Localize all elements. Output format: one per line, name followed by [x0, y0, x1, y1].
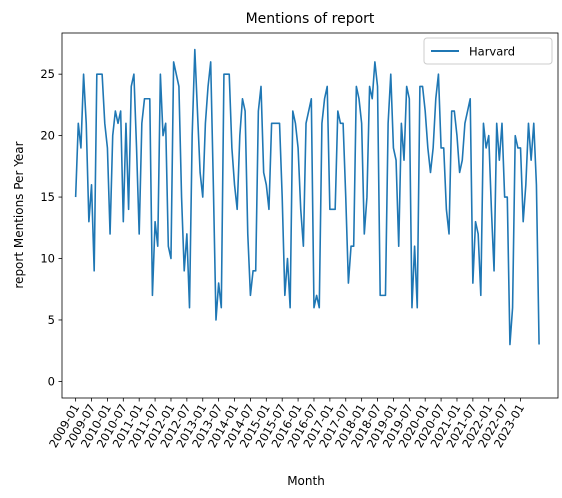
chart-title: Mentions of report [246, 11, 375, 27]
y-tick-label: 5 [48, 313, 55, 327]
x-axis-label: Month [287, 474, 325, 488]
y-tick-label: 20 [40, 129, 55, 143]
legend-label-harvard: Harvard [469, 45, 515, 59]
y-axis: 0 5 10 15 20 25 [40, 67, 62, 388]
series-line-harvard [74, 48, 540, 346]
y-tick-label: 25 [40, 67, 55, 81]
legend: Harvard [423, 37, 553, 65]
x-axis: 2009-012009-072010-012010-072011-012011-… [46, 398, 527, 450]
y-tick-label: 0 [48, 374, 55, 388]
y-tick-label: 10 [40, 252, 55, 266]
series-group [74, 48, 540, 346]
y-tick-label: 15 [40, 190, 55, 204]
plot-area [61, 32, 559, 399]
legend-box [423, 37, 553, 65]
y-axis-label: report Mentions Per Year [12, 141, 26, 288]
